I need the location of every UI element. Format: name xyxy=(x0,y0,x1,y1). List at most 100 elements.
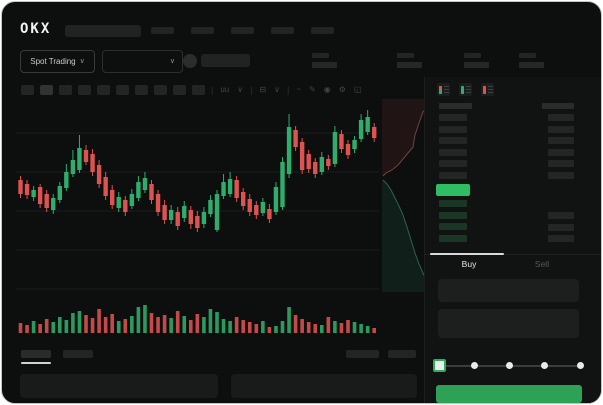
timeframe-button[interactable] xyxy=(173,85,186,95)
bid-amount-bar[interactable] xyxy=(548,223,574,231)
mid-price-bar[interactable] xyxy=(436,184,470,196)
orders-table-panel xyxy=(20,374,218,398)
orders-table-panel xyxy=(231,374,417,398)
draw-tool-icon[interactable]: ✎ xyxy=(309,85,316,94)
book-color-strip xyxy=(483,85,486,94)
ask-amount-bar[interactable] xyxy=(548,125,574,133)
ask-price-bar[interactable] xyxy=(439,125,467,133)
ask-price-bar[interactable] xyxy=(439,172,467,179)
ask-amount-bar[interactable] xyxy=(548,137,574,145)
book-color-strip xyxy=(461,85,464,94)
price-chart[interactable] xyxy=(16,98,430,342)
slider-handle[interactable] xyxy=(433,359,446,372)
tab-sell[interactable]: Sell xyxy=(534,259,550,269)
divider: | xyxy=(211,84,214,95)
market-stat xyxy=(397,53,422,68)
chart-toolbar: | uu ∨ | ⊟ ∨ | ~ ✎ ◉ ⚙ ◱ xyxy=(21,84,362,96)
bid-amount-bar[interactable] xyxy=(548,235,574,243)
nav-item[interactable] xyxy=(271,27,294,34)
timeframe-button[interactable] xyxy=(78,85,91,95)
bid-price-bar[interactable] xyxy=(439,200,467,207)
orders-filter-control[interactable] xyxy=(346,350,379,358)
candle-style-icon[interactable]: uu xyxy=(220,85,230,94)
divider: | xyxy=(287,84,290,95)
orders-filter-control[interactable] xyxy=(388,350,416,358)
divider: | xyxy=(250,84,253,95)
market-stat xyxy=(464,53,489,68)
orders-tab-active[interactable] xyxy=(21,350,51,358)
chevron-down-icon: ∨ xyxy=(79,58,85,65)
nav-item[interactable] xyxy=(231,27,254,34)
book-rows-glyph xyxy=(465,85,471,94)
order-amount-input[interactable] xyxy=(438,309,579,338)
asks-only-view-icon[interactable] xyxy=(481,83,494,96)
ask-price-bar[interactable] xyxy=(439,137,467,145)
market-stat-value xyxy=(397,62,422,68)
order-price-input[interactable] xyxy=(438,279,579,302)
nav-item[interactable] xyxy=(191,27,214,34)
slider-dot[interactable] xyxy=(576,362,584,369)
ask-price-bar[interactable] xyxy=(439,148,467,156)
book-rows-glyph xyxy=(443,85,449,94)
tab-buy[interactable]: Buy xyxy=(461,259,477,269)
slider-dot[interactable] xyxy=(506,362,513,369)
market-stat-label xyxy=(464,53,481,58)
bid-price-bar[interactable] xyxy=(439,211,467,219)
snapshot-icon[interactable]: ◉ xyxy=(323,85,331,94)
bid-price-bar[interactable] xyxy=(439,235,467,243)
ask-amount-bar[interactable] xyxy=(548,148,574,156)
timeframe-button[interactable] xyxy=(135,85,148,95)
settings-gear-icon[interactable]: ⚙ xyxy=(338,85,346,94)
chevron-down-icon[interactable]: ∨ xyxy=(274,85,281,94)
buy-submit-button[interactable] xyxy=(436,385,582,403)
timeframe-button[interactable] xyxy=(59,85,72,95)
market-stat xyxy=(519,53,544,68)
spot-trading-label: Spot Trading xyxy=(30,57,76,66)
okx-logo: OKX xyxy=(20,21,52,37)
bid-amount-bar[interactable] xyxy=(548,212,574,219)
market-stat-label xyxy=(397,53,414,58)
slider-dot[interactable] xyxy=(470,362,478,369)
timeframe-button[interactable] xyxy=(40,85,53,95)
pair-coin-icon xyxy=(183,54,197,68)
ask-price-bar[interactable] xyxy=(439,160,467,168)
buy-tab-indicator xyxy=(430,253,504,255)
market-stat-value xyxy=(519,62,544,68)
tab-divider xyxy=(424,254,601,255)
pair-selector[interactable]: ∨ xyxy=(102,50,183,73)
timeframe-button[interactable] xyxy=(116,85,129,95)
book-rows-glyph xyxy=(487,85,493,94)
chevron-down-icon[interactable]: ∨ xyxy=(237,85,244,94)
ask-price-bar[interactable] xyxy=(439,114,467,121)
ask-amount-bar[interactable] xyxy=(548,172,574,179)
bid-price-bar[interactable] xyxy=(439,223,467,231)
ask-amount-bar[interactable] xyxy=(548,160,574,168)
market-stat-value xyxy=(464,62,489,68)
slider-dot[interactable] xyxy=(541,362,549,369)
search-input[interactable] xyxy=(65,25,141,37)
orders-tab-indicator xyxy=(21,362,51,364)
timeframe-button[interactable] xyxy=(154,85,167,95)
indicator-icon[interactable]: ⊟ xyxy=(259,85,267,94)
book-header-price xyxy=(439,103,472,109)
ask-amount-bar[interactable] xyxy=(548,114,574,121)
nav-item[interactable] xyxy=(151,27,174,34)
timeframe-button[interactable] xyxy=(97,85,110,95)
timeframe-button[interactable] xyxy=(21,85,34,95)
market-stat-label xyxy=(519,53,536,58)
market-stat-value xyxy=(312,62,337,68)
bids-only-view-icon[interactable] xyxy=(459,83,472,96)
combined-book-view-icon[interactable] xyxy=(437,83,450,96)
fullscreen-icon[interactable]: ◱ xyxy=(353,85,362,94)
chevron-down-icon: ∨ xyxy=(169,58,175,65)
orders-tab[interactable] xyxy=(63,350,93,358)
pair-name-placeholder xyxy=(201,54,250,67)
order-panel: Buy Sell xyxy=(424,77,601,403)
spot-trading-dropdown[interactable]: Spot Trading ∨ xyxy=(20,50,95,73)
nav-item[interactable] xyxy=(311,27,334,34)
line-tool-icon[interactable]: ~ xyxy=(296,85,302,94)
timeframe-button[interactable] xyxy=(192,85,205,95)
book-header-amount xyxy=(542,103,574,109)
